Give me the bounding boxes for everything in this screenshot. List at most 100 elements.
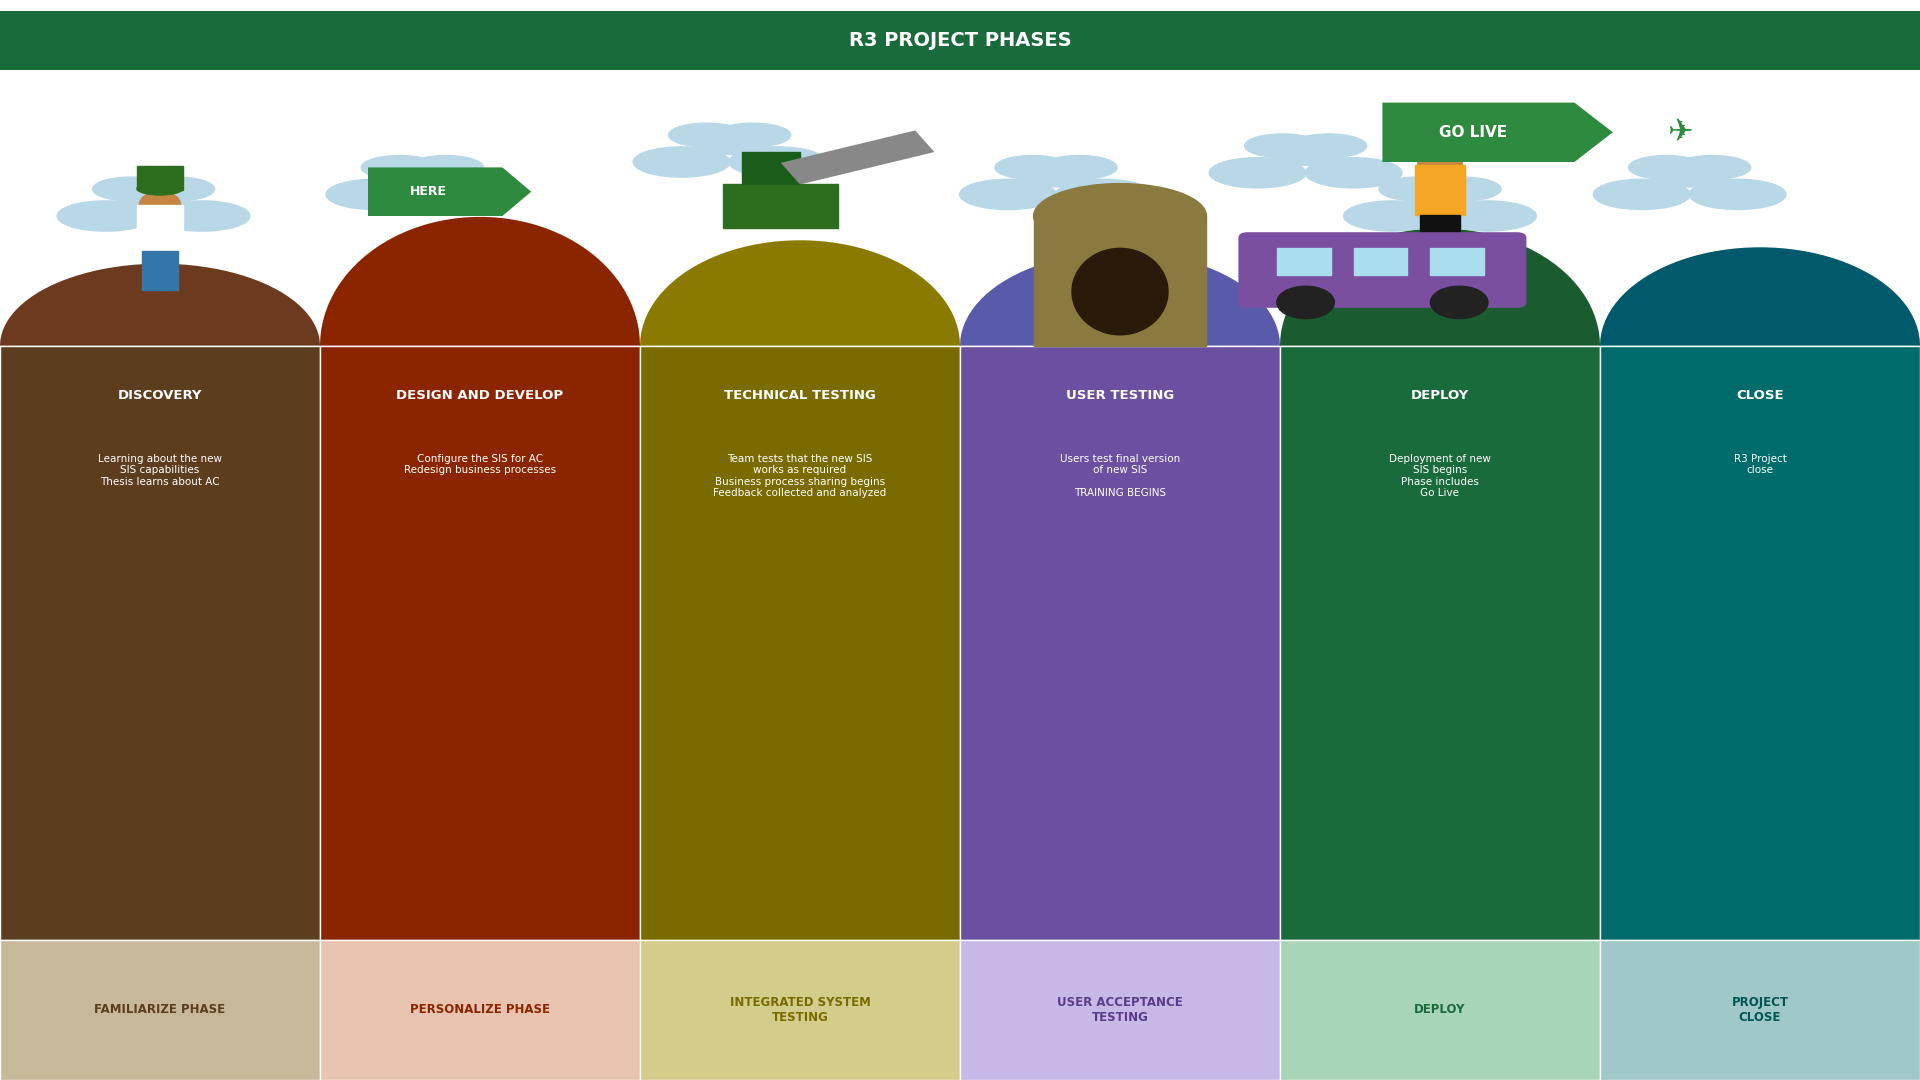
Ellipse shape — [1440, 201, 1536, 231]
Circle shape — [1277, 286, 1334, 319]
Text: PERSONALIZE PHASE: PERSONALIZE PHASE — [411, 1003, 549, 1016]
Circle shape — [1430, 286, 1488, 319]
Bar — [1415, 165, 1465, 215]
Text: INTEGRATED SYSTEM
TESTING: INTEGRATED SYSTEM TESTING — [730, 996, 870, 1024]
Ellipse shape — [1402, 185, 1478, 208]
Text: ✈: ✈ — [1667, 118, 1693, 147]
FancyBboxPatch shape — [1281, 346, 1599, 940]
Ellipse shape — [1379, 177, 1455, 201]
Polygon shape — [321, 217, 639, 346]
Ellipse shape — [1594, 179, 1690, 210]
Ellipse shape — [1306, 158, 1402, 188]
Text: R3 PROJECT PHASES: R3 PROJECT PHASES — [849, 31, 1071, 50]
Text: Team tests that the new SIS
works as required
Business process sharing begins
Fe: Team tests that the new SIS works as req… — [714, 454, 887, 498]
Polygon shape — [1382, 103, 1613, 162]
Text: DEPLOY: DEPLOY — [1411, 389, 1469, 402]
Ellipse shape — [1628, 156, 1705, 179]
Text: TECHNICAL TESTING: TECHNICAL TESTING — [724, 389, 876, 402]
Ellipse shape — [422, 179, 518, 210]
Bar — [136, 166, 182, 190]
Bar — [1440, 215, 1459, 257]
FancyBboxPatch shape — [960, 346, 1281, 940]
Text: HERE: HERE — [411, 185, 447, 199]
Ellipse shape — [1290, 134, 1367, 158]
Bar — [1354, 248, 1407, 275]
Ellipse shape — [115, 185, 192, 208]
Ellipse shape — [1417, 150, 1463, 180]
Ellipse shape — [1018, 163, 1094, 187]
Text: USER TESTING: USER TESTING — [1066, 389, 1175, 402]
Ellipse shape — [668, 123, 745, 147]
Ellipse shape — [995, 156, 1071, 179]
Text: Learning about the new
SIS capabilities
Thesis learns about AC: Learning about the new SIS capabilities … — [98, 454, 223, 487]
Ellipse shape — [58, 201, 154, 231]
Ellipse shape — [92, 177, 169, 201]
Bar — [1430, 248, 1484, 275]
Ellipse shape — [326, 179, 422, 210]
Ellipse shape — [691, 131, 768, 154]
FancyBboxPatch shape — [1281, 940, 1599, 1080]
Ellipse shape — [960, 179, 1056, 210]
Bar — [136, 205, 182, 251]
FancyBboxPatch shape — [1599, 346, 1920, 940]
Text: DISCOVERY: DISCOVERY — [117, 389, 202, 402]
Text: GO LIVE: GO LIVE — [1438, 125, 1507, 139]
Text: PROJECT
CLOSE: PROJECT CLOSE — [1732, 996, 1789, 1024]
Polygon shape — [1281, 229, 1599, 346]
FancyBboxPatch shape — [1238, 232, 1526, 308]
Ellipse shape — [1267, 141, 1344, 165]
Ellipse shape — [1056, 179, 1152, 210]
Text: Users test final version
of new SIS

TRAINING BEGINS: Users test final version of new SIS TRAI… — [1060, 454, 1181, 498]
FancyBboxPatch shape — [0, 940, 321, 1080]
Bar — [142, 251, 159, 289]
Polygon shape — [781, 131, 935, 185]
Ellipse shape — [136, 183, 182, 195]
Text: Deployment of new
SIS begins
Phase includes
Go Live: Deployment of new SIS begins Phase inclu… — [1388, 454, 1492, 498]
Ellipse shape — [1425, 177, 1501, 201]
Text: CLOSE: CLOSE — [1736, 389, 1784, 402]
Ellipse shape — [1674, 156, 1751, 179]
Bar — [1415, 123, 1465, 149]
Ellipse shape — [1415, 140, 1465, 154]
Bar — [1033, 216, 1206, 346]
FancyBboxPatch shape — [0, 11, 1920, 70]
Ellipse shape — [1651, 163, 1728, 187]
Text: DESIGN AND DEVELOP: DESIGN AND DEVELOP — [396, 389, 564, 402]
FancyBboxPatch shape — [321, 346, 639, 940]
Ellipse shape — [140, 191, 180, 219]
FancyBboxPatch shape — [960, 940, 1281, 1080]
FancyBboxPatch shape — [0, 346, 321, 940]
Ellipse shape — [730, 147, 826, 177]
Polygon shape — [0, 264, 321, 346]
Text: FAMILIARIZE PHASE: FAMILIARIZE PHASE — [94, 1003, 225, 1016]
Ellipse shape — [1041, 156, 1117, 179]
FancyBboxPatch shape — [639, 940, 960, 1080]
Text: DEPLOY: DEPLOY — [1415, 1003, 1465, 1016]
FancyBboxPatch shape — [639, 346, 960, 940]
FancyBboxPatch shape — [321, 940, 639, 1080]
FancyBboxPatch shape — [1599, 940, 1920, 1080]
Ellipse shape — [1244, 134, 1321, 158]
Polygon shape — [1599, 247, 1920, 346]
Polygon shape — [639, 241, 960, 346]
Polygon shape — [369, 167, 532, 216]
Ellipse shape — [154, 201, 250, 231]
Ellipse shape — [1210, 158, 1306, 188]
Ellipse shape — [138, 177, 215, 201]
Bar — [724, 185, 839, 228]
Ellipse shape — [407, 156, 484, 179]
Ellipse shape — [384, 163, 461, 187]
Bar — [159, 251, 179, 289]
Ellipse shape — [361, 156, 438, 179]
Ellipse shape — [1344, 201, 1440, 231]
Ellipse shape — [714, 123, 791, 147]
Text: Configure the SIS for AC
Redesign business processes: Configure the SIS for AC Redesign busine… — [403, 454, 557, 475]
Ellipse shape — [1071, 248, 1167, 335]
Bar — [1277, 248, 1331, 275]
Ellipse shape — [1690, 179, 1786, 210]
Bar — [743, 152, 801, 185]
Ellipse shape — [634, 147, 730, 177]
Ellipse shape — [1033, 184, 1206, 248]
Text: R3 Project
close: R3 Project close — [1734, 454, 1786, 475]
Polygon shape — [960, 252, 1281, 346]
